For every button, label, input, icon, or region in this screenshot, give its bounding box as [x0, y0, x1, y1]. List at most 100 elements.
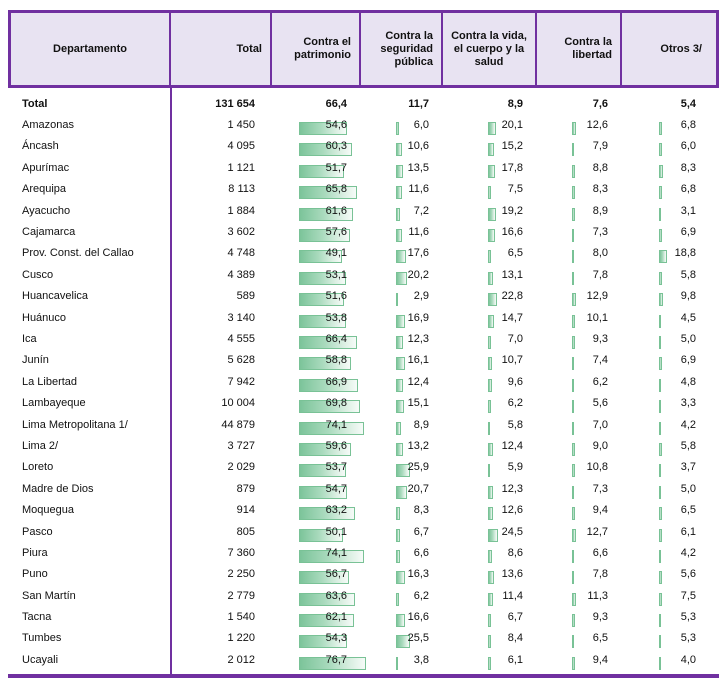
pct-cell-patrimonio: 69,8: [269, 397, 361, 414]
data-bar: [396, 186, 403, 200]
data-bar: [299, 635, 347, 649]
data-bar: [488, 614, 491, 628]
pct-cell-libertad: 6,6: [534, 547, 619, 563]
pct-cell-patrimonio: 66,9: [269, 376, 358, 392]
data-bar: [572, 250, 575, 264]
data-bar: [299, 378, 358, 392]
pct-value: 13,5: [407, 161, 429, 174]
pct-cell-libertad: 7,6: [534, 98, 619, 110]
pct-value: 4,8: [680, 375, 696, 388]
department-cell: Huánuco: [22, 311, 67, 324]
table-row: Prov. Const. del Callao 4 748 49,1 17,6 6,5 8…: [8, 243, 719, 264]
pct-cell-otros: 4,5: [619, 312, 707, 328]
data-bar: [488, 122, 497, 136]
data-bar: [488, 656, 491, 670]
pct-value: 9,6: [507, 375, 523, 388]
data-bar: [396, 571, 405, 585]
pct-cell-patrimonio: 51,7: [269, 162, 358, 178]
department-cell: Arequipa: [22, 183, 67, 196]
total-count-cell: 1 121: [227, 161, 255, 174]
total-count-cell: 914: [236, 504, 255, 517]
pct-value: 5,6: [592, 397, 608, 410]
pct-cell-libertad: 8,8: [534, 162, 619, 178]
pct-cell-patrimonio: 57,6: [269, 226, 358, 243]
data-bar: [659, 507, 662, 521]
pct-value: 7,2: [413, 204, 429, 217]
data-bar: [572, 271, 575, 285]
data-bar: [572, 571, 575, 585]
pct-cell-libertad: 7,3: [534, 483, 619, 499]
data-bar: [299, 335, 358, 349]
pct-cell-libertad: 5,6: [534, 397, 619, 414]
data-bar: [396, 164, 404, 178]
total-count-cell: 44 879: [221, 418, 255, 431]
data-bar: [572, 143, 575, 157]
pct-cell-patrimonio: 65,8: [269, 183, 358, 200]
pct-cell-otros: 6,8: [619, 119, 707, 136]
pct-cell-patrimonio: 54,7: [269, 482, 358, 499]
pct-value: 8,0: [592, 247, 608, 260]
pct-value: 9,8: [680, 290, 696, 303]
total-count-cell: 1 450: [227, 119, 255, 132]
pct-cell-otros: 5,8: [619, 440, 707, 456]
pct-value: 5,0: [680, 482, 696, 495]
pct-value: 58,8: [325, 354, 347, 367]
column-header-contra-la-libertad: Contra la libertad: [537, 13, 622, 85]
data-bar: [299, 656, 367, 670]
pct-cell-seguridad-publica: 11,7: [358, 98, 440, 110]
pct-cell-vida-cuerpo-salud: 5,9: [440, 461, 534, 478]
pct-value: 16,1: [407, 354, 429, 367]
pct-cell-vida-cuerpo-salud: 24,5: [440, 526, 534, 542]
pct-cell-patrimonio: 50,1: [269, 526, 358, 542]
pct-value: 49,1: [325, 247, 347, 260]
pct-cell-vida-cuerpo-salud: 15,2: [440, 140, 534, 157]
pct-cell-libertad: 7,0: [534, 419, 619, 435]
total-count-cell: 879: [236, 482, 255, 495]
data-bar: [488, 314, 495, 328]
data-bar: [299, 229, 350, 243]
data-bar: [488, 421, 491, 435]
pct-value: 10,7: [501, 354, 523, 367]
data-bar: [659, 528, 662, 542]
pct-cell-patrimonio: 54,3: [269, 632, 358, 649]
pct-cell-vida-cuerpo-salud: 6,2: [440, 397, 534, 414]
pct-value: 10,1: [586, 311, 608, 324]
data-bar: [396, 335, 403, 349]
department-cell: Lima 2/: [22, 439, 59, 452]
pct-cell-patrimonio: 74,1: [269, 546, 365, 563]
department-cell: Ayacucho: [22, 204, 71, 217]
pct-value: 74,1: [325, 546, 347, 559]
pct-cell-patrimonio: 53,1: [269, 269, 358, 285]
data-bar: [488, 164, 496, 178]
pct-value: 6,1: [507, 653, 523, 666]
pct-value: 9,3: [592, 332, 608, 345]
data-bar: [488, 485, 494, 499]
pct-value: 54,7: [325, 482, 347, 495]
pct-cell-libertad: 7,8: [534, 269, 619, 285]
pct-cell-patrimonio: 76,7: [269, 654, 367, 670]
pct-cell-libertad: 9,4: [534, 504, 619, 521]
pct-cell-libertad: 6,2: [534, 376, 619, 392]
table-row: Apurímac 1 121 51,7 13,5 17,8 8,8 8,3: [8, 157, 719, 178]
pct-cell-libertad: 10,8: [534, 461, 619, 478]
pct-value: 11,7: [408, 97, 429, 110]
pct-value: 5,6: [680, 568, 696, 581]
pct-cell-vida-cuerpo-salud: 11,4: [440, 590, 534, 606]
pct-cell-libertad: 12,7: [534, 526, 619, 542]
pct-cell-patrimonio: 59,6: [269, 440, 358, 456]
pct-cell-patrimonio: 60,3: [269, 140, 358, 157]
total-count-cell: 7 942: [227, 375, 255, 388]
data-bar: [488, 378, 492, 392]
pct-value: 13,1: [501, 268, 523, 281]
pct-value: 60,3: [325, 140, 347, 153]
data-bar: [572, 164, 575, 178]
table-row: Amazonas 1 450 54,6 6,0 20,1 12,6 6,8: [8, 114, 719, 136]
department-cell: San Martín: [22, 589, 76, 602]
pct-cell-otros: 4,8: [619, 375, 707, 392]
data-bar: [299, 592, 355, 606]
table-row: Lima Metropolitana 1/44 879 74,1 8,9 5,8 7,0…: [8, 414, 719, 435]
total-count-cell: 2 029: [227, 461, 255, 474]
pct-value: 16,9: [407, 311, 429, 324]
pct-value: 12,4: [407, 375, 429, 388]
pct-cell-seguridad-publica: 15,1: [358, 397, 440, 414]
